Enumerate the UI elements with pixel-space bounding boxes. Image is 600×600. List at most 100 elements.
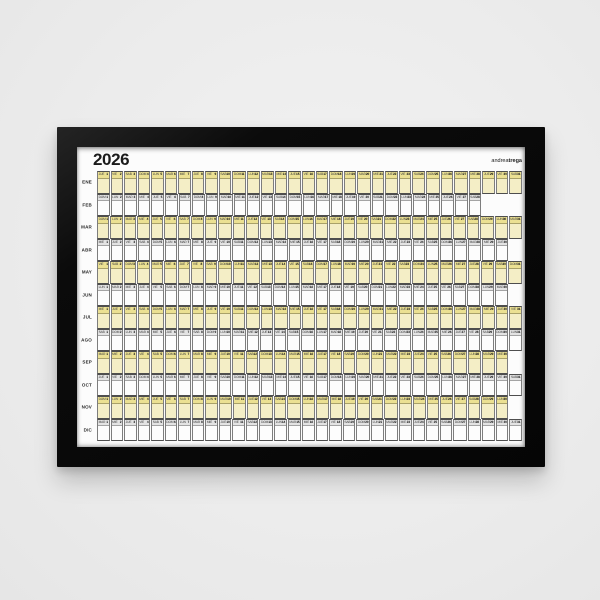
- day-cell: SAB 19: [342, 418, 356, 441]
- day-cell-body: [344, 246, 356, 260]
- day-cell: DOM 19: [342, 238, 357, 261]
- day-cell: LUN 12: [246, 373, 260, 396]
- weekday-label: MIE: [345, 329, 351, 334]
- day-cell-header: MAR 24: [414, 194, 426, 201]
- day-number: 13: [268, 172, 273, 177]
- day-cell: MIE 22: [385, 306, 399, 329]
- day-cell-body: [386, 246, 397, 260]
- day-cell-header: MIE 15: [289, 307, 301, 314]
- day-cell: DOM 18: [329, 373, 343, 396]
- day-cell-body: [441, 426, 452, 440]
- weekday-label: MAR: [483, 352, 490, 357]
- day-number: 2: [119, 194, 122, 199]
- day-cell: SAB 4: [137, 306, 151, 329]
- day-cell: MIE 9: [205, 351, 218, 374]
- day-number: 4: [146, 217, 149, 222]
- day-cell: JUE 23: [399, 306, 412, 329]
- weekday-label: LUN: [469, 419, 476, 424]
- day-cell-header: MAR 21: [372, 239, 384, 246]
- weekday-label: MIE: [290, 239, 296, 244]
- day-cell-header: MAR 18: [330, 329, 342, 336]
- day-cell: MAR 10: [219, 193, 233, 216]
- day-cell-header: MIE 8: [192, 239, 204, 246]
- day-cell: LUN 6: [164, 306, 178, 329]
- weekday-label: DOM: [302, 329, 310, 334]
- weekday-label: MIE: [112, 419, 118, 424]
- day-number: 26: [448, 262, 452, 267]
- weekday-label: VIE: [166, 217, 171, 222]
- day-cell-body: [275, 246, 286, 260]
- day-cell-body: [386, 179, 397, 193]
- weekday-label: MIE: [276, 374, 282, 379]
- day-cell-header: MAR 15: [288, 352, 301, 359]
- day-cell: SAB 2: [110, 261, 123, 284]
- day-cell: SAB 1: [97, 328, 110, 351]
- day-cell: MAR 30: [495, 283, 509, 306]
- day-cell: LUN 1: [97, 283, 110, 306]
- day-cell: DOM 4: [137, 373, 151, 396]
- day-cell-header: SAB 26: [440, 352, 452, 359]
- weekday-label: VIE: [455, 397, 461, 402]
- day-cell-body: [482, 291, 493, 305]
- day-number: 25: [435, 194, 439, 199]
- day-cell: MIE 4: [137, 396, 151, 419]
- day-cell: MAR 17: [315, 396, 330, 419]
- day-cell-body: [303, 359, 314, 373]
- day-number: 24: [420, 419, 424, 424]
- day-cell-header: SAB 21: [370, 217, 382, 224]
- month-row-ago: AGO SAB 1 DOM 2 LUN 3 MAR 4 MIE 5 JUE 6 VIE 7 SAB 8 DOM 9 L…: [81, 328, 522, 351]
- day-cell-body: [400, 426, 411, 440]
- day-cell-body: [260, 426, 272, 440]
- day-cell-header: MAR 27: [455, 374, 467, 381]
- day-number: 25: [433, 307, 438, 312]
- day-cell: VIE 27: [454, 193, 468, 216]
- day-cell-header: SAB 21: [371, 397, 383, 404]
- day-cell: SAB 21: [369, 216, 383, 239]
- day-cell-body: [400, 381, 411, 395]
- weekday-label: MAR: [510, 217, 518, 222]
- day-number: 1: [106, 284, 108, 289]
- day-cell-body: [302, 336, 314, 350]
- weekday-label: SAB: [385, 329, 392, 334]
- day-number: 11: [240, 284, 244, 289]
- day-cell-body: [112, 179, 123, 193]
- day-cell-header: SAB 17: [316, 374, 328, 381]
- day-cell: MAR 27: [454, 373, 468, 396]
- weekday-label: LUN: [456, 307, 463, 312]
- weekday-label: VIE: [456, 194, 462, 199]
- day-cell-header: MAR 30: [496, 284, 508, 291]
- day-cell-header: SAB 27: [454, 284, 465, 291]
- day-cell-header: DOM 25: [427, 172, 439, 179]
- day-cell-body: [497, 246, 508, 260]
- day-cell-body: [166, 179, 177, 193]
- day-cell: MAR 3: [123, 216, 137, 239]
- weekday-label: DOM: [385, 397, 393, 402]
- day-cell-header: VIE 3: [125, 239, 136, 246]
- weekday-label: JUE: [139, 284, 145, 289]
- day-cell-body: [469, 246, 480, 260]
- day-cell-header: SAB 31: [510, 172, 521, 179]
- day-cell: LUN 2: [110, 396, 124, 419]
- day-cell-header: MIE 22: [386, 307, 398, 314]
- day-cell-header: JUE 26: [441, 397, 452, 404]
- day-number: 9: [214, 262, 216, 267]
- day-cell: DOM 17: [314, 261, 329, 284]
- day-cell: JUE 29: [482, 373, 495, 396]
- day-number: 17: [323, 217, 327, 222]
- weekday-label: MIE: [373, 374, 379, 379]
- weekday-label: VIE: [192, 262, 198, 267]
- day-cell: SAB 31: [509, 171, 522, 194]
- day-number: 30: [502, 217, 507, 222]
- month-label: MAY: [81, 269, 92, 275]
- day-cell-header: VIE 30: [496, 374, 508, 381]
- day-cell-header: VIE 17: [316, 307, 328, 314]
- day-cell-header: LUN 21: [372, 352, 383, 359]
- weekday-label: DOM: [139, 172, 147, 177]
- weekday-label: MAR: [98, 352, 106, 357]
- calendar-poster: 2026 andreatrega ENE JUE 1 VIE 2 SAB 3 DOM 4 LUN 5…: [77, 147, 525, 447]
- day-cell: JUE 17: [315, 418, 329, 441]
- day-number: 8: [201, 172, 203, 177]
- day-cell-header: MAR 2: [111, 284, 123, 291]
- day-number: 15: [296, 194, 301, 199]
- weekday-label: MAR: [496, 284, 504, 289]
